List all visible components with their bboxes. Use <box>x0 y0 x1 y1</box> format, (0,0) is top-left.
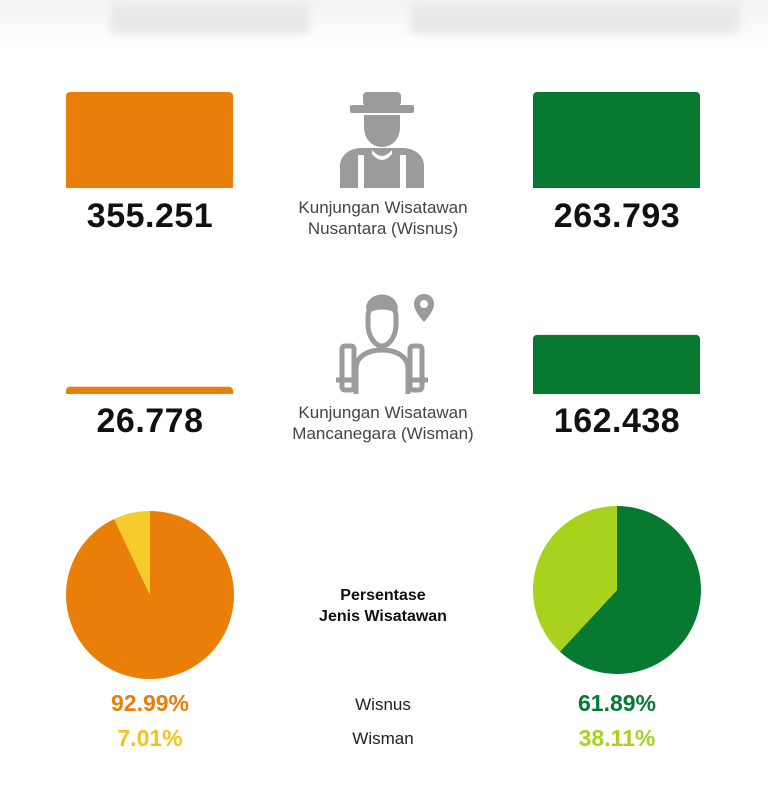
pie-title-line2: Jenis Wisatawan <box>319 608 447 625</box>
caption-wisman: Kunjungan Wisatawan Mancanegara (Wisman) <box>258 402 508 444</box>
caption-wisman-b: Wisatawan <box>384 403 468 422</box>
pie-percent-label: 61.89% <box>577 690 656 716</box>
pie-percent-label: 7.01% <box>117 725 183 751</box>
caption-wisnus-a: Kunjungan <box>298 198 385 217</box>
caption-wisman-c: Mancanegara (Wisman) <box>292 424 474 443</box>
pie-chart-left <box>65 511 235 679</box>
bar-value-label: 26.778 <box>96 402 204 440</box>
bar-base <box>533 184 700 188</box>
bar-base <box>66 184 233 188</box>
bar <box>66 92 233 188</box>
tourist-hat-icon <box>340 92 424 188</box>
banner-blur <box>110 4 310 34</box>
caption-wisnus-c: Nusantara (Wisnus) <box>307 219 459 238</box>
bar-chart <box>66 92 700 394</box>
bar <box>533 334 700 394</box>
pie-title: Persentase Jenis Wisatawan <box>258 585 508 627</box>
legend-wisnus: Wisnus <box>355 695 411 714</box>
bar-base <box>533 390 700 394</box>
bar-value-label: 355.251 <box>86 197 214 235</box>
bar <box>533 92 700 188</box>
caption-wisnus: Kunjungan Wisatawan Nusantara (Wisnus) <box>258 197 508 239</box>
legend-wisman: Wisman <box>352 729 414 748</box>
pie-slice <box>114 511 150 595</box>
backpacker-location-icon <box>336 294 434 394</box>
pie-percent-label: 92.99% <box>110 690 189 716</box>
top-banner <box>0 0 768 48</box>
pie-title-line1: Persentase <box>340 587 426 604</box>
bar-value-label: 162.438 <box>553 402 681 440</box>
pie-chart-right <box>533 506 701 674</box>
pie-slice <box>559 506 701 674</box>
pie-slice <box>533 506 617 652</box>
pie-percent-label: 38.11% <box>578 725 656 751</box>
caption-wisman-a: Kunjungan <box>298 403 385 422</box>
bar-value-label: 263.793 <box>553 197 681 235</box>
caption-wisnus-b: Wisatawan <box>384 198 468 217</box>
pie-slice <box>65 511 235 679</box>
banner-blur <box>410 4 740 34</box>
bar-base <box>66 390 233 394</box>
